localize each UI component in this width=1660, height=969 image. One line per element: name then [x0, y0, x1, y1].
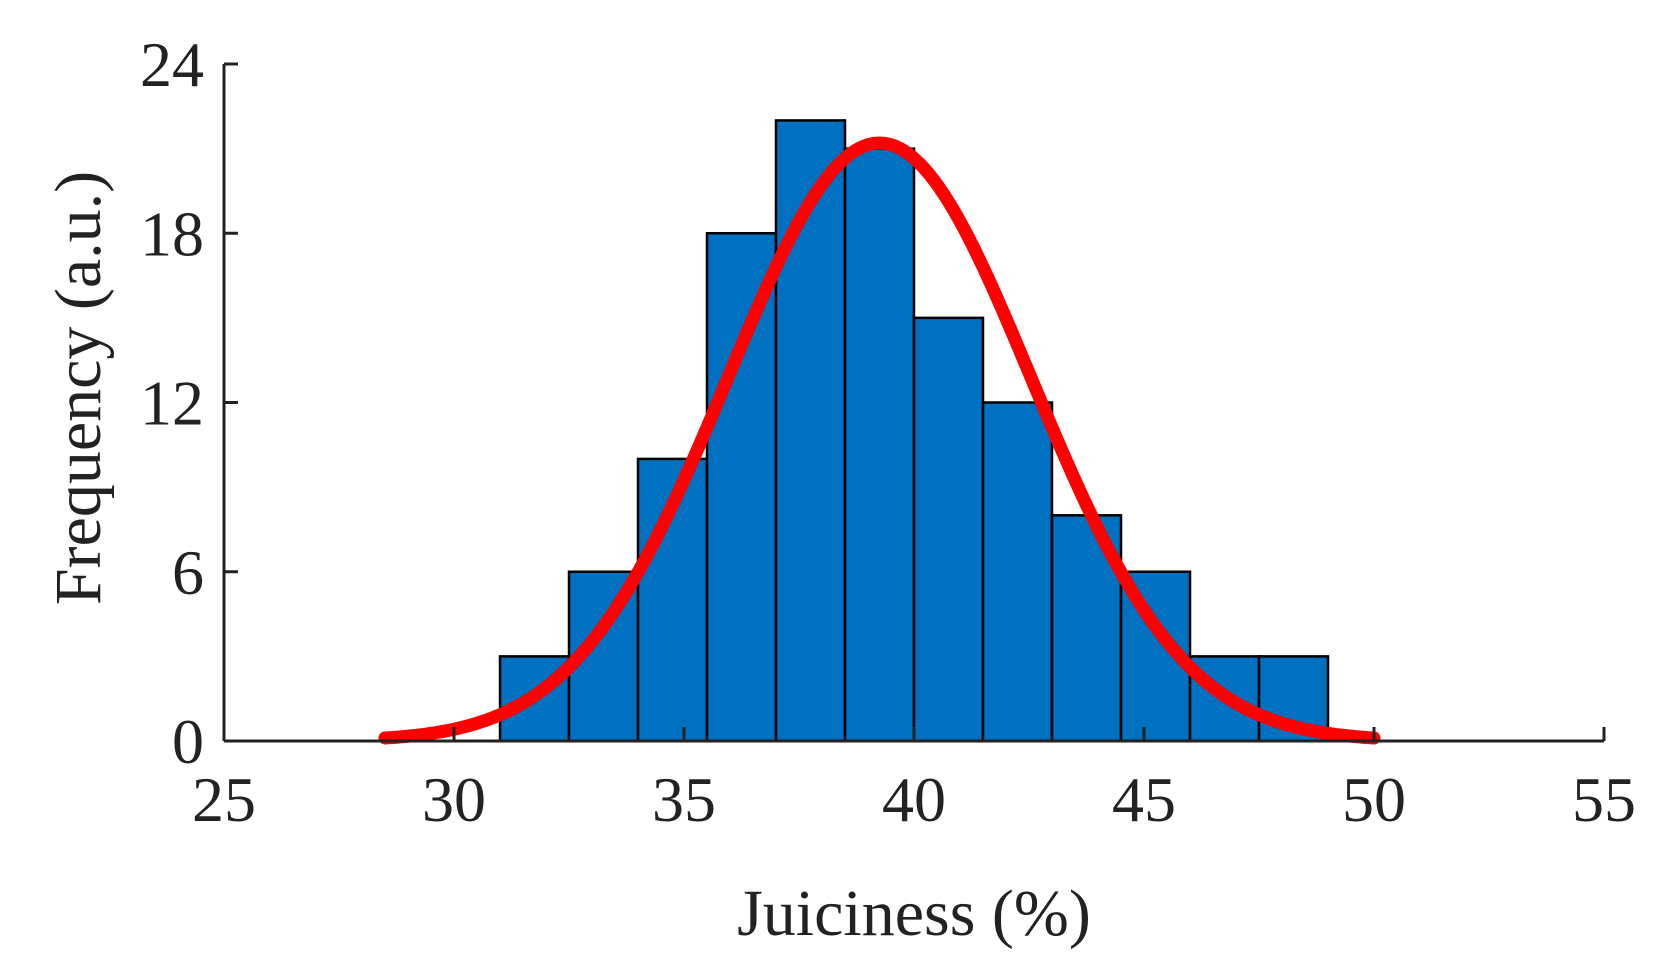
y-tick-label: 18 [140, 198, 204, 269]
histogram-bar [912, 316, 985, 743]
x-tick-label: 35 [652, 764, 716, 835]
y-tick-label: 24 [140, 29, 204, 100]
y-tick-label: 6 [172, 537, 204, 608]
y-tick-label: 0 [172, 706, 204, 777]
x-tick-label: 50 [1342, 764, 1406, 835]
y-tick-label: 12 [140, 368, 204, 439]
histogram-bar [705, 232, 778, 743]
ticks-layer: 25 30 35 40 45 50 55 0 6 12 18 24 [140, 29, 1636, 835]
x-axis-title: Juiciness (%) [737, 877, 1091, 950]
histogram-bar [843, 147, 916, 743]
fit-curve-layer [378, 136, 1381, 745]
bars-layer [498, 119, 1330, 743]
histogram-bar [981, 401, 1054, 743]
x-tick-label: 25 [192, 764, 256, 835]
x-tick-label: 30 [422, 764, 486, 835]
x-tick-label: 40 [882, 764, 946, 835]
x-tick-label: 45 [1112, 764, 1176, 835]
normal-fit-curve [378, 136, 1381, 745]
y-axis-title: Frequency (a.u.) [42, 171, 115, 605]
x-tick-label: 55 [1572, 764, 1636, 835]
